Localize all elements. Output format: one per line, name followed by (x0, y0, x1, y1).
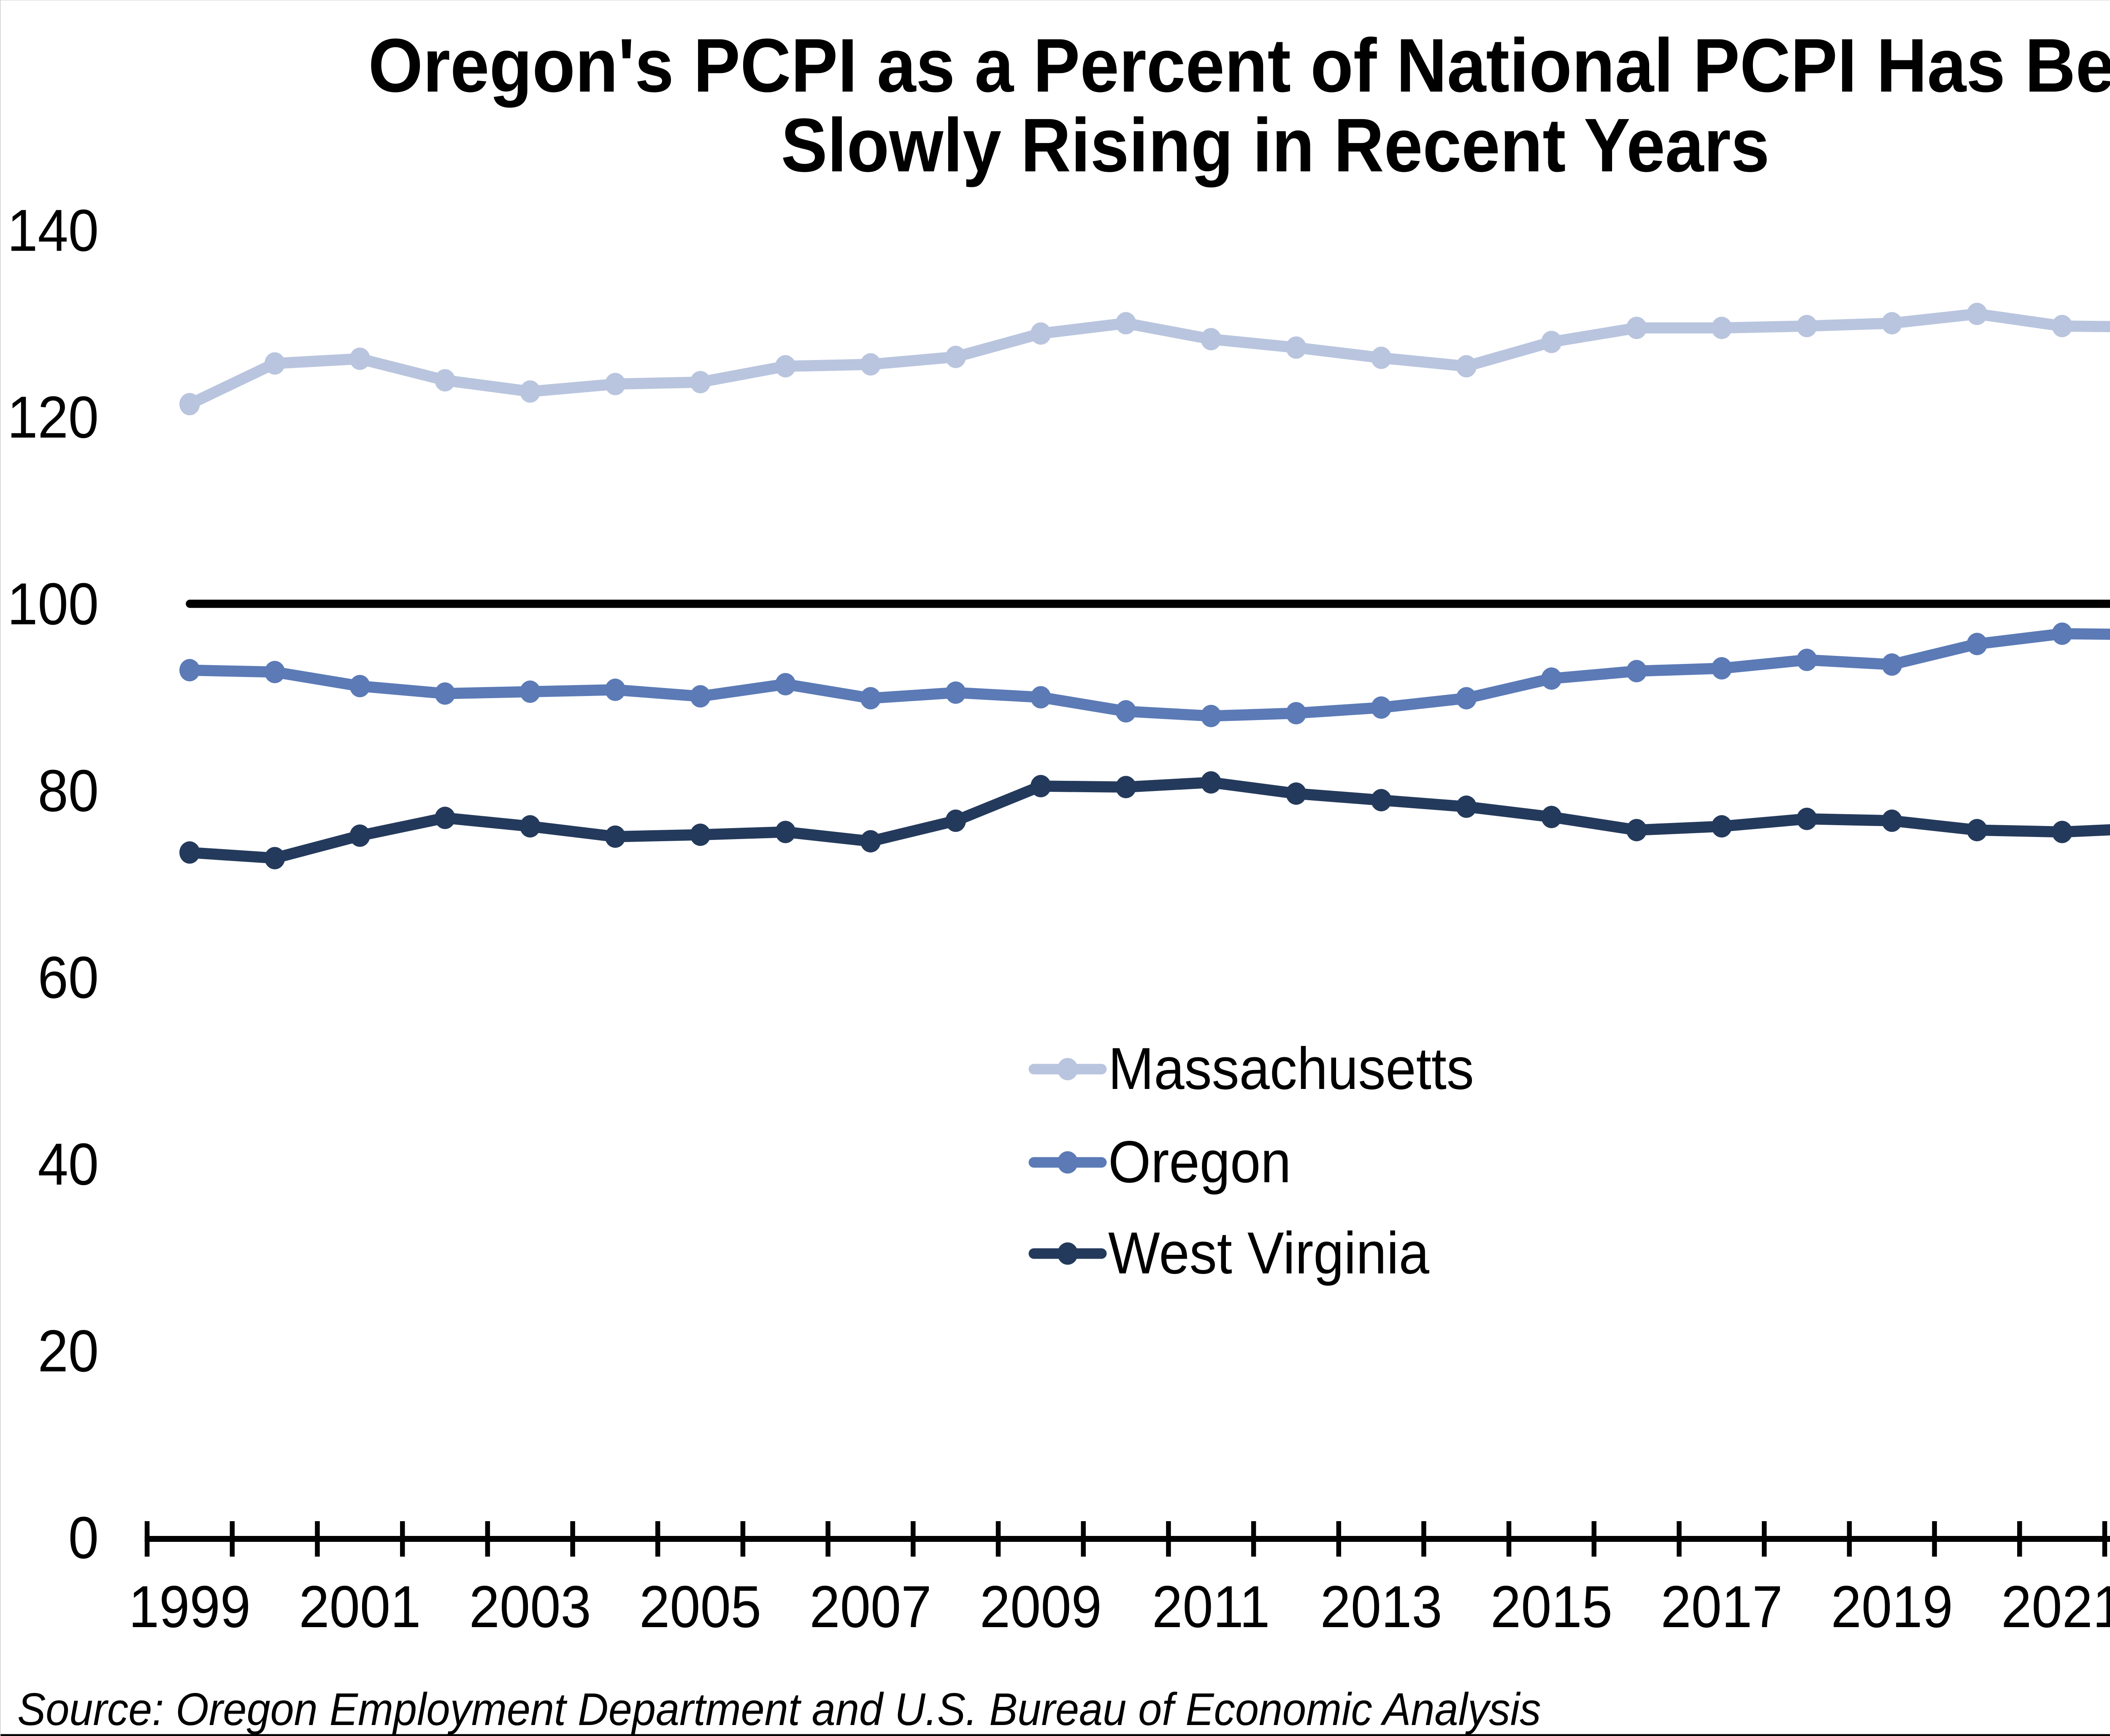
svg-text:2011: 2011 (1152, 1573, 1270, 1640)
svg-text:2021: 2021 (2001, 1573, 2110, 1640)
svg-text:West Virginia: West Virginia (1108, 1219, 1430, 1286)
svg-text:Source: Oregon Employment Depa: Source: Oregon Employment Department and… (17, 1684, 1541, 1735)
svg-text:1999: 1999 (129, 1573, 251, 1640)
svg-text:Massachusetts: Massachusetts (1108, 1035, 1474, 1102)
svg-text:Slowly Rising in Recent Years: Slowly Rising in Recent Years (781, 103, 1770, 187)
svg-text:80: 80 (38, 757, 99, 824)
svg-text:2005: 2005 (639, 1573, 761, 1640)
svg-text:Oregon's PCPI as a Percent of: Oregon's PCPI as a Percent of National P… (368, 23, 2110, 108)
svg-text:2015: 2015 (1491, 1573, 1612, 1640)
svg-text:2003: 2003 (469, 1573, 591, 1640)
svg-text:Oregon: Oregon (1108, 1128, 1291, 1195)
svg-text:60: 60 (38, 944, 99, 1010)
svg-text:120: 120 (7, 384, 99, 450)
svg-text:40: 40 (38, 1131, 99, 1197)
svg-text:140: 140 (7, 197, 99, 264)
svg-text:2019: 2019 (1831, 1573, 1953, 1640)
svg-text:100: 100 (7, 571, 99, 637)
svg-text:0: 0 (68, 1504, 99, 1571)
svg-text:2007: 2007 (809, 1573, 931, 1640)
svg-text:2017: 2017 (1661, 1573, 1783, 1640)
svg-text:20: 20 (38, 1317, 99, 1384)
svg-text:2013: 2013 (1320, 1573, 1442, 1640)
svg-text:2001: 2001 (299, 1573, 421, 1640)
svg-text:2009: 2009 (980, 1573, 1102, 1640)
